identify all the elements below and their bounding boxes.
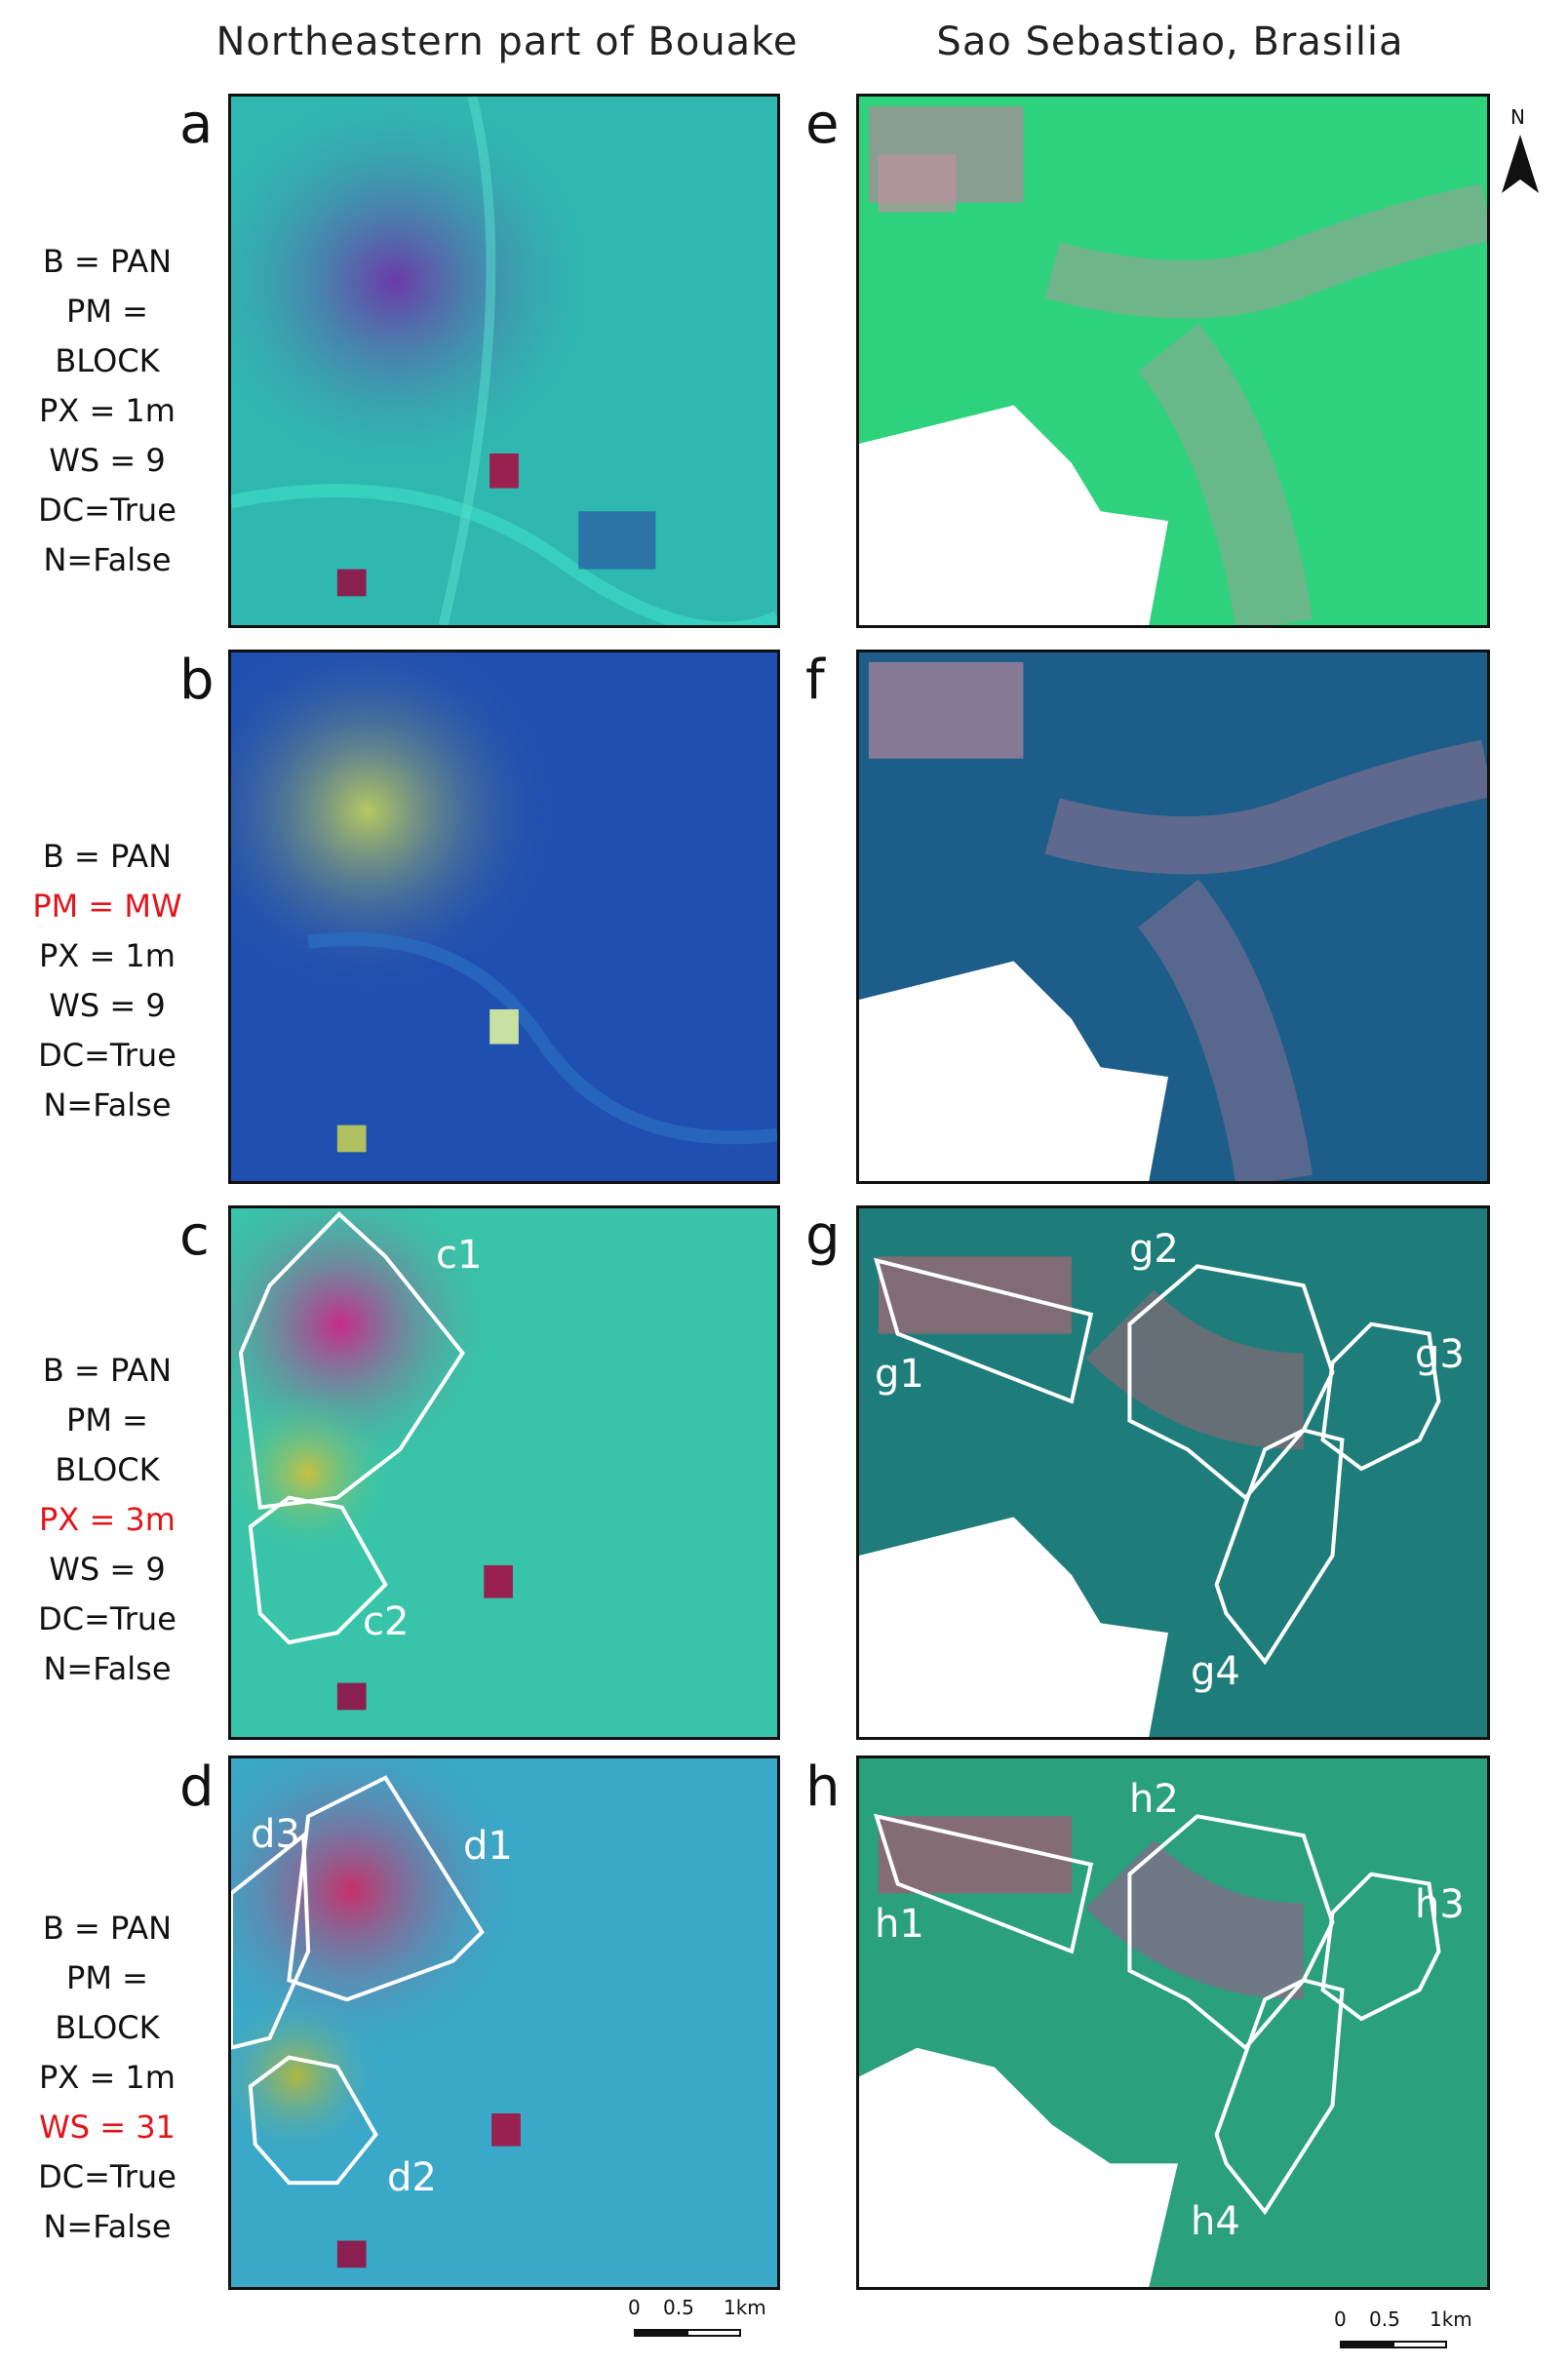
region-label-g4: g4 (1191, 1649, 1240, 1694)
panel-letter-g: g (805, 1204, 841, 1268)
no-data-area (859, 961, 1169, 1181)
panel-letter-b: b (179, 649, 215, 712)
map-panel-e (856, 94, 1490, 628)
map-panel-a (228, 94, 780, 628)
region-label-h2: h2 (1129, 1777, 1179, 1822)
region-outline-d2 (248, 2055, 378, 2186)
region-outline-c2 (248, 1495, 388, 1645)
region-label-h3: h3 (1415, 1882, 1465, 1927)
map-panel-g: g1 g2 g3 g4 (856, 1205, 1490, 1740)
panel-letter-d: d (179, 1755, 215, 1819)
param-line: WS = 9 (49, 442, 166, 479)
north-label: N (1510, 105, 1525, 129)
param-line: B = PAN (42, 243, 173, 280)
panel-letter-a: a (179, 93, 214, 156)
region-label-d2: d2 (387, 2155, 437, 2200)
scale-bar-white (1392, 2341, 1447, 2348)
region-label-d3: d3 (251, 1812, 300, 1857)
param-line: DC=True (38, 1037, 176, 1074)
param-line: N=False (43, 541, 172, 578)
region-outline-c1 (238, 1211, 465, 1510)
north-arrow-icon (1502, 135, 1539, 193)
param-line: N=False (43, 1650, 172, 1687)
param-line: B = PAN (42, 1352, 173, 1389)
param-line: PM = (66, 1401, 148, 1439)
region-label-d1: d1 (463, 1824, 513, 1869)
panel-letter-c: c (179, 1204, 210, 1268)
title-brasilia: Sao Sebastiao, Brasilia (936, 20, 1404, 64)
param-line: PX = 1m (39, 2059, 176, 2096)
panel-letter-e: e (805, 93, 840, 156)
param-line: B = PAN (42, 1910, 173, 1947)
region-label-h1: h1 (875, 1902, 924, 1947)
region-outline-h3 (1320, 1872, 1441, 2022)
param-line: N=False (43, 2208, 172, 2245)
satellite-image (231, 97, 777, 625)
satellite-image (859, 652, 1487, 1181)
title-bouake: Northeastern part of Bouake (216, 20, 799, 64)
no-data-area (859, 2047, 1178, 2287)
param-line: DC=True (38, 492, 176, 529)
region-outline-g1 (873, 1257, 1094, 1404)
region-label-g3: g3 (1415, 1332, 1465, 1377)
map-panel-b (228, 650, 780, 1184)
satellite-image (859, 1758, 1487, 2287)
map-panel-c: c1 c2 (228, 1205, 780, 1740)
scale-tick-05: 0.5 (1369, 2307, 1400, 2331)
param-line: PX = 1m (39, 937, 176, 974)
param-line: B = PAN (42, 838, 173, 875)
region-label-c1: c1 (436, 1233, 483, 1278)
params-c: B = PAN PM = BLOCK PX = 3m WS = 9 DC=Tru… (20, 1346, 195, 1694)
param-line: DC=True (38, 2158, 176, 2195)
no-data-area (859, 405, 1169, 625)
param-line-highlight: WS = 31 (39, 2109, 176, 2146)
params-b: B = PAN PM = MW PX = 1m WS = 9 DC=True N… (20, 832, 195, 1130)
scale-bar-white (686, 2329, 741, 2337)
no-data-area (859, 1517, 1169, 1737)
region-outline-g3 (1320, 1321, 1441, 1472)
satellite-image (859, 97, 1487, 625)
scale-tick-1km: 1km (724, 2296, 766, 2319)
map-panel-h: h1 h2 h3 h4 (856, 1755, 1490, 2290)
params-d: B = PAN PM = BLOCK PX = 1m WS = 31 DC=Tr… (20, 1904, 195, 2252)
satellite-image (859, 1208, 1487, 1737)
satellite-image (231, 652, 777, 1181)
param-line: DC=True (38, 1600, 176, 1637)
region-outline-g4 (1214, 1428, 1345, 1666)
param-line: BLOCK (55, 342, 160, 379)
scale-bar-black (1340, 2341, 1394, 2348)
map-panel-f (856, 650, 1490, 1184)
panel-letter-f: f (805, 649, 825, 712)
scale-tick-0: 0 (628, 2296, 641, 2319)
region-outline-d3 (231, 1832, 311, 2050)
region-label-g2: g2 (1129, 1227, 1179, 1272)
map-panel-d: d1 d2 d3 (228, 1755, 780, 2290)
scale-bar-right: 0 0.5 1km (1330, 2307, 1496, 2366)
scale-tick-1km: 1km (1430, 2307, 1472, 2331)
region-label-g1: g1 (875, 1352, 924, 1397)
scale-bar-black (634, 2329, 688, 2337)
scale-bar-left: 0 0.5 1km (624, 2296, 790, 2354)
param-line: BLOCK (55, 2009, 160, 2046)
param-line: WS = 9 (49, 987, 166, 1024)
param-line: N=False (43, 1086, 172, 1124)
region-outline-h4 (1214, 1978, 1345, 2216)
param-line: PM = (66, 293, 148, 330)
region-outline-h1 (873, 1813, 1094, 1954)
satellite-image (231, 1208, 777, 1737)
region-label-c2: c2 (363, 1599, 410, 1644)
scale-tick-0: 0 (1334, 2307, 1347, 2331)
satellite-image (231, 1758, 777, 2287)
param-line: BLOCK (55, 1451, 160, 1488)
param-line: PM = (66, 1959, 148, 1996)
params-a: B = PAN PM = BLOCK PX = 1m WS = 9 DC=Tru… (20, 237, 195, 585)
region-outline-d1 (287, 1775, 485, 2002)
panel-letter-h: h (805, 1755, 841, 1819)
param-line: WS = 9 (49, 1551, 166, 1588)
region-label-h4: h4 (1191, 2199, 1240, 2244)
param-line-highlight: PX = 3m (39, 1501, 176, 1538)
scale-tick-05: 0.5 (663, 2296, 694, 2319)
param-line-highlight: PM = MW (32, 887, 182, 925)
param-line: PX = 1m (39, 392, 176, 429)
